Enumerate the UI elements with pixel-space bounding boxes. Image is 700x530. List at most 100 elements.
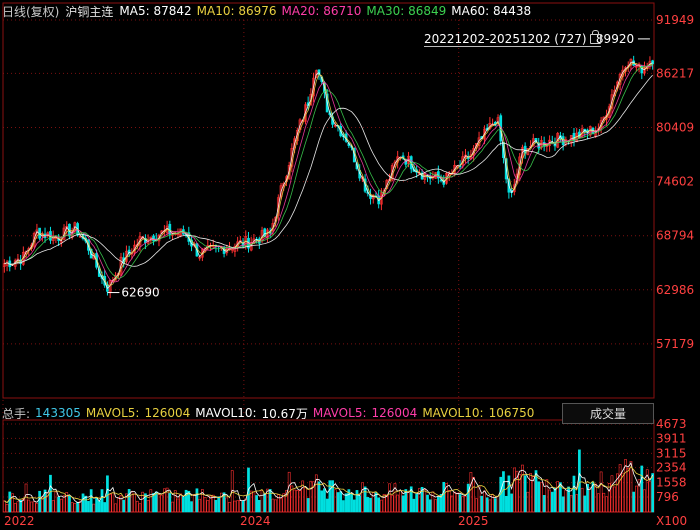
volume-bar xyxy=(469,472,473,513)
volume-bar xyxy=(241,500,245,513)
candle-body xyxy=(602,116,606,121)
volume-bar xyxy=(198,498,202,513)
date-range-label[interactable]: 20221202-20251202 (727) xyxy=(424,30,601,47)
volume-bar xyxy=(409,486,413,513)
volume-bar xyxy=(529,473,532,513)
volume-bar xyxy=(382,493,386,513)
volume-bar xyxy=(312,481,315,513)
volume-bar xyxy=(257,499,261,513)
volume-bar xyxy=(323,488,326,513)
volume-bar xyxy=(412,498,416,513)
volume-bar xyxy=(146,500,150,513)
volume-bar xyxy=(602,492,606,513)
volume-bar xyxy=(369,497,372,513)
volume-bar xyxy=(87,501,90,513)
symbol-label: 沪铜主连 xyxy=(65,4,114,19)
volume-bar xyxy=(238,499,242,513)
volume-bar xyxy=(399,490,402,513)
volume-bar xyxy=(374,492,378,513)
time-tick-label: 2024 xyxy=(240,514,271,528)
volume-bars xyxy=(2,449,655,513)
volume-bar xyxy=(157,494,161,513)
volume-bar xyxy=(27,499,31,513)
volume-bar xyxy=(396,494,400,513)
volume-bar xyxy=(515,470,519,513)
volume-bar xyxy=(559,482,562,513)
volume-bar xyxy=(645,469,649,513)
volume-bar xyxy=(190,501,193,513)
candle-body xyxy=(127,249,131,254)
volume-bar xyxy=(453,491,456,513)
candle-body xyxy=(635,65,638,68)
volume-bar xyxy=(610,475,614,513)
volume-bar xyxy=(616,473,619,513)
volume-bar xyxy=(21,498,25,513)
volume-bar xyxy=(548,489,551,513)
volume-bar xyxy=(534,470,538,513)
volume-bar xyxy=(135,500,139,513)
volume-bar xyxy=(512,467,516,513)
volume-bar xyxy=(339,491,343,513)
volume-bar xyxy=(298,490,302,513)
volume-bar xyxy=(81,493,85,513)
volume-bar xyxy=(271,498,275,513)
volume-bar xyxy=(30,501,33,513)
volume-bar xyxy=(209,495,212,513)
volume-bar xyxy=(13,503,17,513)
volume-bar xyxy=(540,482,543,513)
volume-bar xyxy=(309,480,313,513)
candle-body xyxy=(279,185,283,197)
ma-lines xyxy=(4,61,653,289)
volume-bar xyxy=(24,483,28,513)
mavol5b-label: MAVOL5: xyxy=(312,406,367,420)
volume-bar xyxy=(377,497,381,513)
volume-bar xyxy=(366,497,370,513)
volume-bar xyxy=(434,499,437,513)
volume-header: 总手: 143305 MAVOL5: 126004 MAVOL10: 10.67… xyxy=(2,405,534,421)
volume-bar xyxy=(358,495,362,513)
volume-bar xyxy=(233,500,237,513)
ma-legend: MA5: 87842 MA10: 86976 MA20: 86710 MA30: 86… xyxy=(119,4,536,18)
volume-bar xyxy=(458,494,462,513)
volume-bar xyxy=(426,494,429,513)
total-value: 143305 xyxy=(35,406,81,420)
volume-bar xyxy=(640,465,644,513)
volume-bar xyxy=(401,495,405,513)
volume-bar xyxy=(507,475,511,513)
volume-bar xyxy=(380,499,383,513)
volume-bar xyxy=(51,500,55,513)
period-label[interactable]: 日线(复权) xyxy=(2,4,60,19)
lock-icon[interactable] xyxy=(589,30,601,44)
volume-bar xyxy=(206,500,210,513)
price-tick-label: 86217 xyxy=(656,66,694,80)
volume-bar xyxy=(605,496,608,513)
volume-bar xyxy=(16,501,20,513)
volume-bar xyxy=(89,489,93,513)
volume-bar xyxy=(613,486,617,513)
volume-bar xyxy=(580,487,584,513)
candle-body xyxy=(548,139,551,146)
candle-body xyxy=(369,194,372,199)
volume-bar xyxy=(488,499,492,513)
volume-bar xyxy=(182,496,185,513)
volume-bar xyxy=(569,495,573,513)
volume-bar xyxy=(423,489,427,513)
volume-bar xyxy=(445,483,448,513)
volume-bar xyxy=(163,488,166,513)
volume-bar xyxy=(442,481,446,513)
volume-bar xyxy=(553,487,557,513)
volume-bar xyxy=(95,498,98,513)
volume-bar xyxy=(333,489,337,513)
volume-bar xyxy=(496,495,500,513)
volume-bar xyxy=(523,475,527,513)
ma-line-2 xyxy=(4,64,653,283)
volume-bar xyxy=(464,495,467,513)
volume-bar xyxy=(287,471,291,513)
ma-legend-item: MA20: 86710 xyxy=(281,4,362,18)
volume-bar xyxy=(466,483,470,513)
volume-bar xyxy=(352,499,356,513)
volume-bar xyxy=(70,502,74,513)
volume-selector[interactable]: 成交量 xyxy=(562,403,654,424)
volume-bar xyxy=(607,483,611,513)
